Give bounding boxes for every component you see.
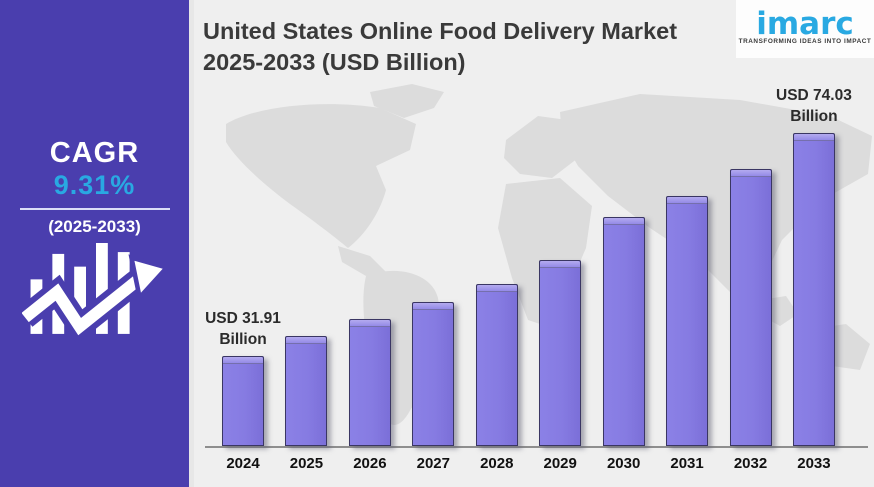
- bar-2033: 2033 USD 74.03 Billion: [776, 87, 852, 472]
- bar-2026: 2026: [348, 319, 391, 472]
- year-label-2024: 2024: [226, 455, 260, 472]
- cagr-label: CAGR: [49, 137, 140, 169]
- year-label-2028: 2028: [480, 455, 514, 472]
- year-label-2025: 2025: [289, 455, 324, 472]
- year-label-2033: 2033: [797, 455, 831, 472]
- bar-2025: 2025: [285, 336, 328, 472]
- title-line-1: United States Online Food Delivery Marke…: [203, 18, 678, 44]
- bar-chart: 2024 USD 31.91 Billion 2025 2026 2027 2028 202…: [205, 87, 852, 472]
- value-label-2024: USD 31.91 Billion: [205, 310, 281, 348]
- bar-2030: 2030: [602, 217, 645, 472]
- value-label-2033: USD 74.03 Billion: [776, 87, 852, 125]
- cagr-value: 9.31%: [53, 170, 136, 200]
- year-label-2029: 2029: [543, 455, 577, 472]
- page-title: United States Online Food Delivery Marke…: [203, 16, 748, 78]
- year-label-2030: 2030: [606, 455, 641, 472]
- bar-2029: 2029: [539, 260, 582, 472]
- bar-2028: 2028: [475, 284, 518, 472]
- bar-2031: 2031: [666, 196, 709, 472]
- year-label-2026: 2026: [353, 455, 387, 472]
- bar-2024: 2024 USD 31.91 Billion: [205, 310, 281, 472]
- sidebar-gap: [189, 0, 194, 487]
- imarc-logo-tagline: TRANSFORMING IDEAS INTO IMPACT: [738, 38, 872, 45]
- year-label-2027: 2027: [416, 455, 450, 472]
- x-axis-line: [205, 446, 868, 448]
- cagr-divider: [19, 208, 170, 210]
- cagr-period: (2025-2033): [48, 217, 141, 236]
- year-label-2031: 2031: [670, 455, 704, 472]
- cagr-sidebar: CAGR 9.31% (2025-2033): [0, 0, 189, 487]
- imarc-logo: imarc TRANSFORMING IDEAS INTO IMPACT: [736, 0, 874, 58]
- cagr-block: CAGR 9.31% (2025-2033): [0, 138, 189, 237]
- bar-2032: 2032: [729, 169, 772, 472]
- title-line-2: 2025-2033 (USD Billion): [203, 49, 466, 75]
- year-label-2032: 2032: [733, 455, 768, 472]
- imarc-logo-text: imarc: [756, 6, 854, 42]
- bar-2027: 2027: [412, 302, 455, 472]
- growth-chart-icon: [22, 243, 170, 343]
